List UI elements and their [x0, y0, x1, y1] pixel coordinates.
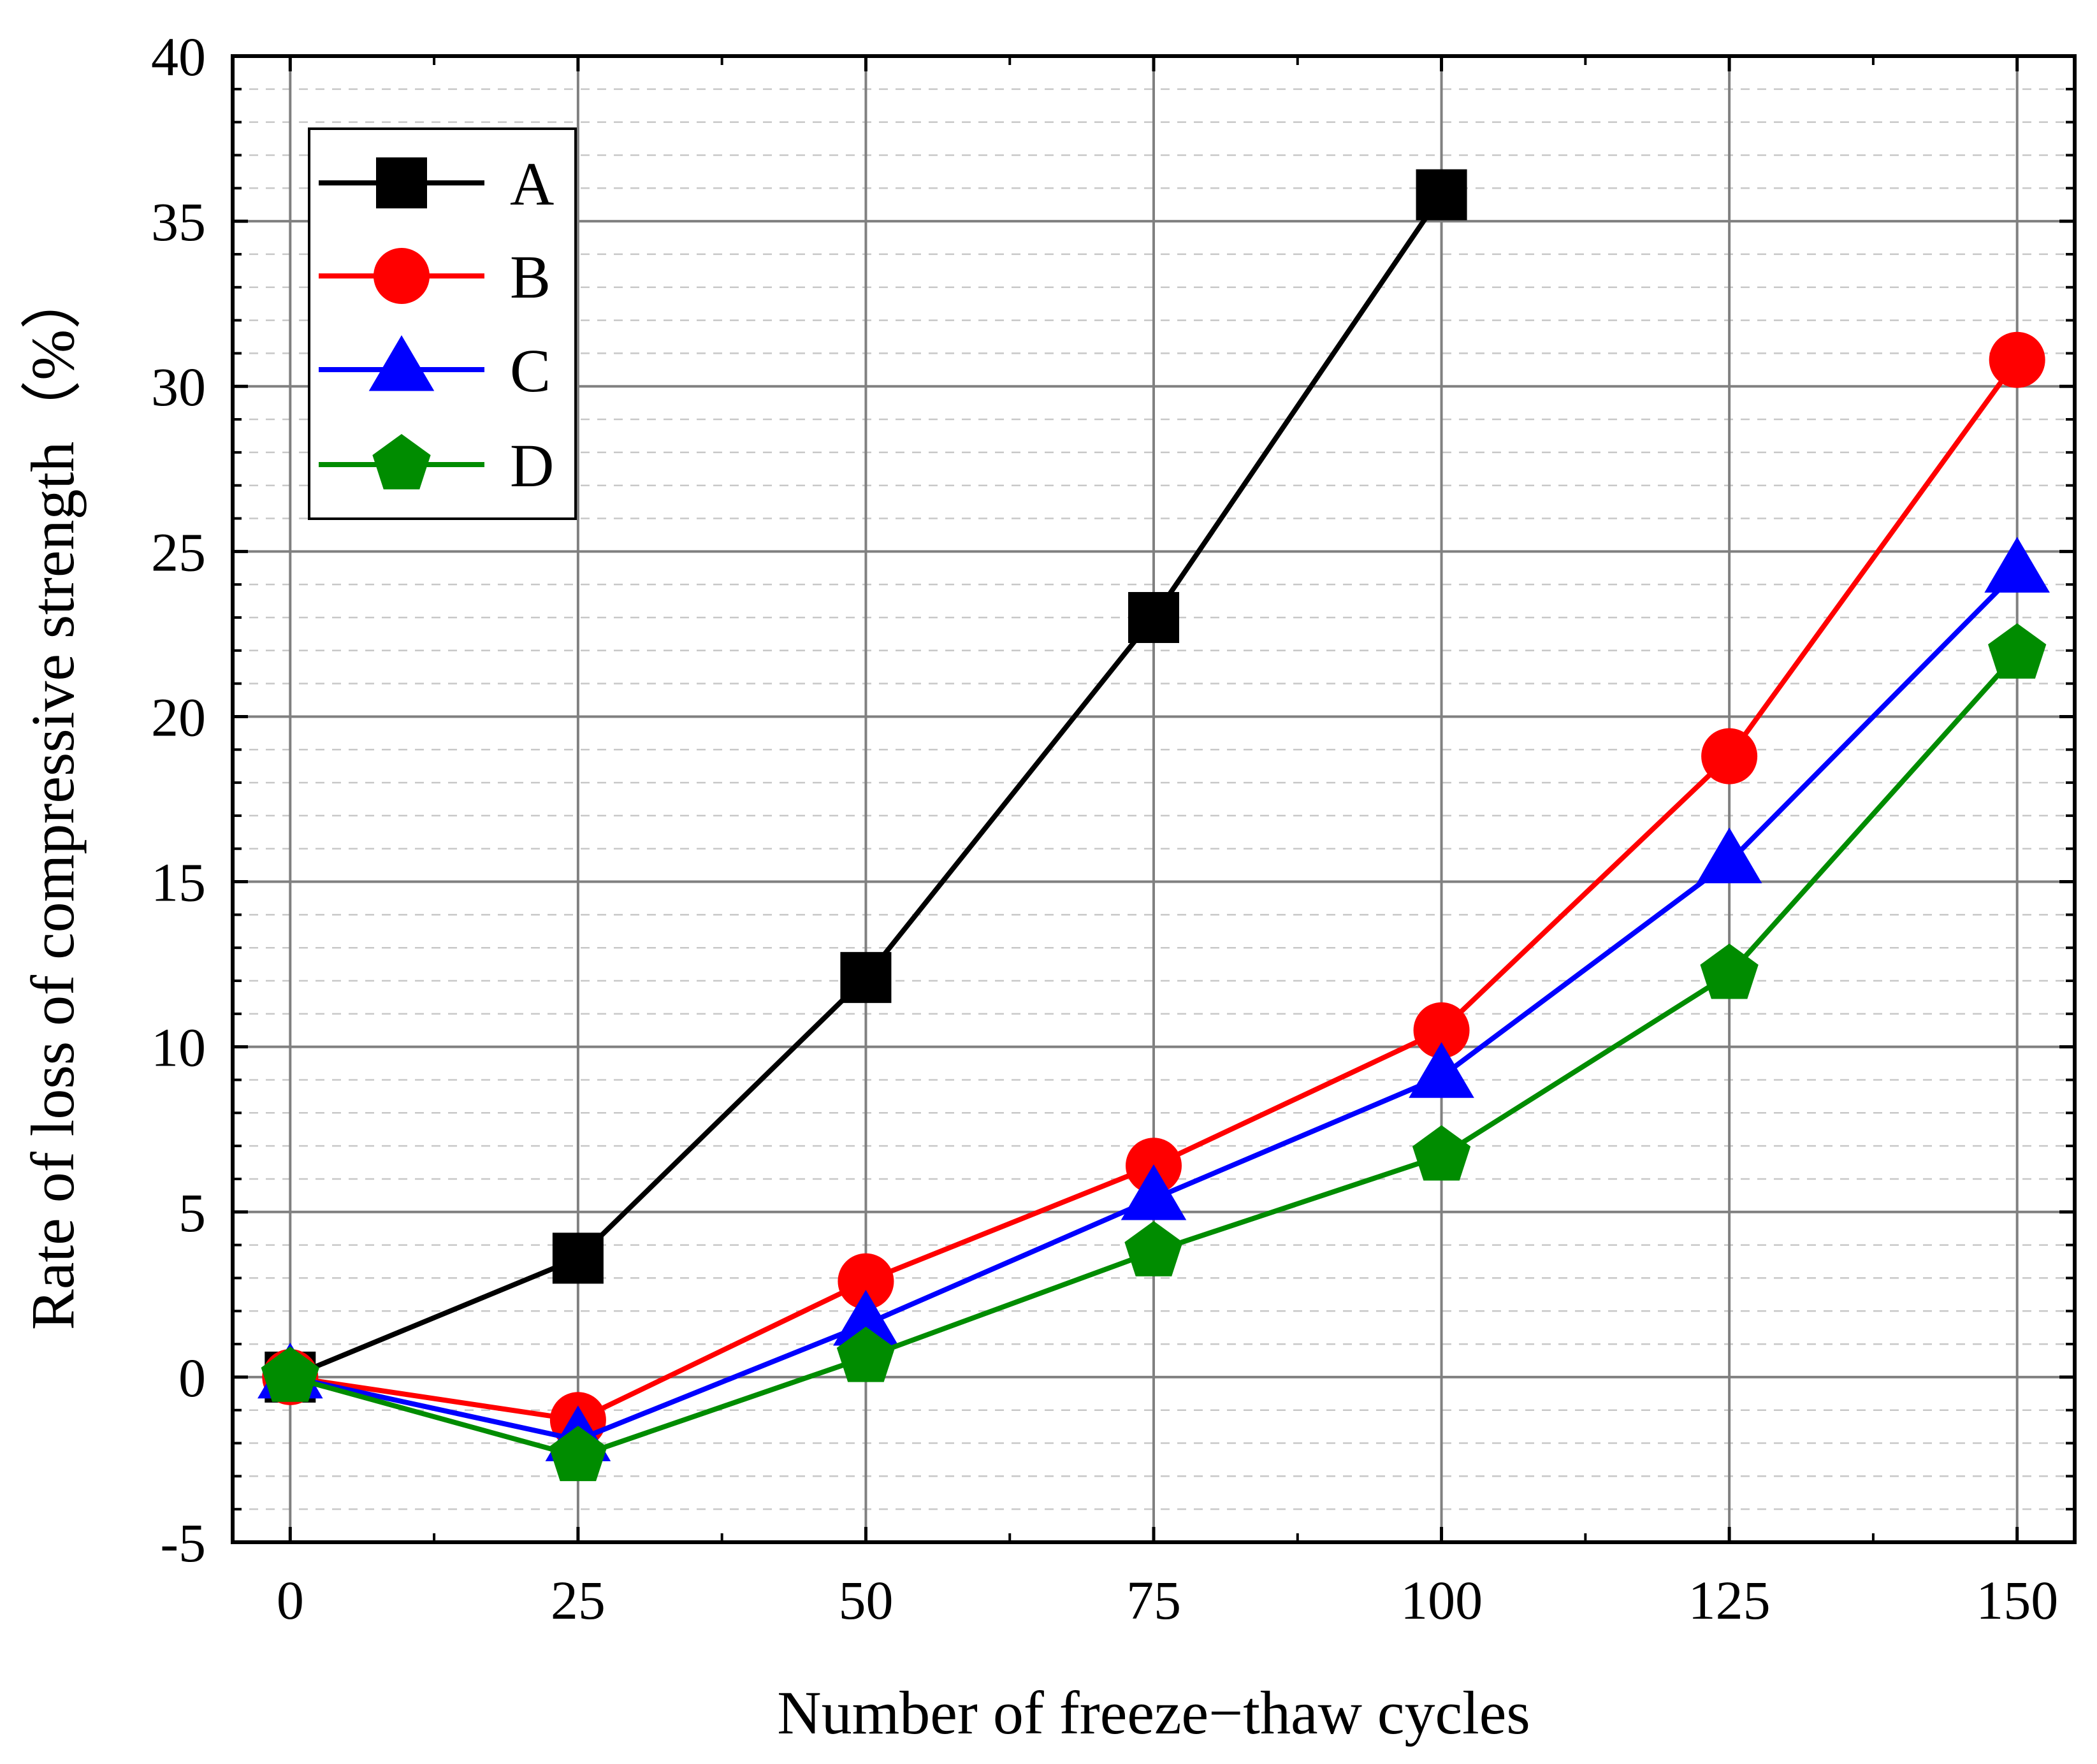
y-tick-label: -5	[160, 1512, 206, 1573]
data-point-D	[1700, 943, 1759, 999]
axis-ticks	[233, 54, 2075, 1544]
data-point-C	[1984, 537, 2050, 593]
legend-label-D: D	[510, 431, 554, 500]
data-point-D	[1412, 1125, 1471, 1181]
data-point-D	[836, 1326, 896, 1382]
y-tick-label: 15	[151, 852, 206, 913]
y-tick-label: 0	[178, 1347, 206, 1408]
data-point-D	[1988, 623, 2047, 679]
data-point-C	[1696, 827, 1762, 883]
x-tick-label: 0	[277, 1570, 304, 1631]
y-tick-label: 30	[151, 356, 206, 417]
x-axis-title: Number of freeze−thaw cycles	[777, 1679, 1530, 1747]
series-layer	[258, 169, 2050, 1482]
data-point-B	[1413, 1002, 1470, 1059]
y-tick-label: 5	[178, 1182, 206, 1243]
data-point-C	[833, 1289, 899, 1346]
legend-label-B: B	[510, 243, 551, 311]
legend-item-D: D	[319, 431, 554, 500]
legend-marker-C	[368, 335, 435, 391]
y-tick-label: 20	[151, 686, 206, 748]
legend-item-C: C	[319, 335, 551, 405]
data-point-C	[1121, 1164, 1187, 1220]
series-D	[261, 623, 2047, 1482]
legend-marker-A	[376, 157, 427, 208]
legend-item-A: A	[319, 150, 554, 218]
y-tick-label: 35	[151, 191, 206, 252]
data-point-A	[1128, 591, 1179, 643]
legend-marker-D	[372, 434, 431, 489]
x-tick-label: 150	[1976, 1570, 2058, 1631]
data-point-D	[549, 1426, 607, 1482]
tick-labels: -5 0 5 10 15 20 25 30 35 40 0 25 50 75 100 125 150	[151, 26, 2058, 1631]
y-tick-label: 10	[151, 1017, 206, 1078]
data-point-B	[838, 1253, 894, 1310]
data-point-C	[1409, 1042, 1474, 1098]
x-tick-label: 125	[1688, 1570, 1771, 1631]
x-tick-label: 50	[838, 1570, 893, 1631]
y-tick-label: 25	[151, 521, 206, 582]
data-point-D	[261, 1346, 319, 1402]
data-point-A	[552, 1233, 604, 1284]
legend-item-B: B	[319, 243, 551, 311]
x-tick-label: 75	[1126, 1570, 1181, 1631]
y-tick-label: 40	[151, 26, 206, 87]
legend-box	[308, 127, 577, 520]
data-point-B	[1701, 728, 1758, 784]
data-point-A	[840, 951, 892, 1003]
data-point-B	[1989, 331, 2045, 388]
data-point-D	[1124, 1220, 1183, 1276]
y-axis-title: Rate of loss of compressive strength（%）	[18, 268, 87, 1330]
legend-marker-B	[374, 248, 430, 304]
legend-label-A: A	[510, 150, 554, 218]
legend-label-C: C	[510, 336, 551, 405]
x-tick-label: 25	[551, 1570, 606, 1631]
x-tick-label: 100	[1400, 1570, 1483, 1631]
data-point-A	[1416, 169, 1467, 220]
